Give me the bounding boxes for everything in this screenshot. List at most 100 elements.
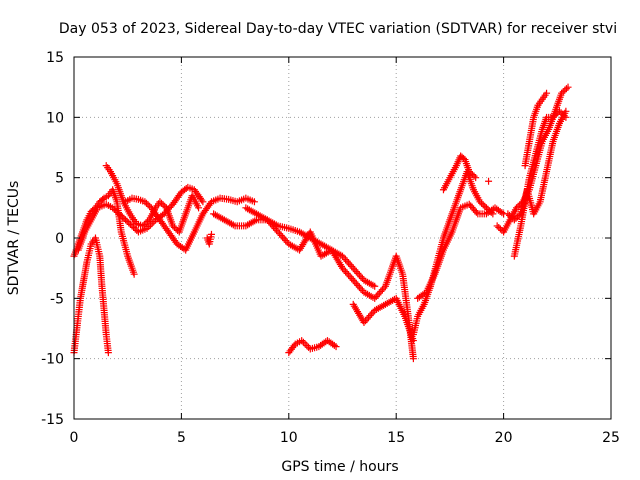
data-point <box>498 209 506 217</box>
data-point <box>269 223 277 231</box>
data-point <box>123 217 131 225</box>
data-point <box>470 172 478 180</box>
data-point <box>303 342 311 350</box>
data-point <box>159 201 167 209</box>
data-point <box>351 278 359 286</box>
data-point <box>479 201 487 209</box>
data-point <box>161 202 169 210</box>
data-point <box>117 211 125 219</box>
data-point <box>360 318 368 326</box>
data-point <box>543 89 551 97</box>
data-point <box>130 270 138 278</box>
data-point <box>349 276 357 284</box>
y-tick-label: -15 <box>41 412 64 428</box>
data-point <box>476 198 484 206</box>
series-track-r <box>485 177 493 185</box>
data-point <box>368 310 376 318</box>
data-point <box>506 211 514 219</box>
axis-ticks: 0 5 10 15 20 25 -15 -10 -5 0 5 10 15 <box>41 50 620 446</box>
data-point <box>562 85 570 93</box>
x-tick-label: 15 <box>387 430 405 446</box>
series-track-k <box>409 168 497 339</box>
data-point <box>130 223 138 231</box>
data-point <box>348 262 356 270</box>
data-point <box>332 343 340 351</box>
data-point <box>274 228 282 236</box>
series-track-q <box>521 89 551 170</box>
data-point <box>355 271 363 279</box>
series-track-m <box>439 152 480 194</box>
data-point <box>305 343 313 351</box>
data-point <box>481 202 489 210</box>
data-point <box>472 208 480 216</box>
data-point <box>268 221 276 229</box>
data-point <box>352 268 360 276</box>
data-point <box>355 283 363 291</box>
data-point <box>478 199 486 207</box>
series-track-d <box>74 183 207 254</box>
data-point <box>366 312 374 320</box>
series-track-b <box>70 234 112 357</box>
data-point <box>365 313 373 321</box>
x-tick-label: 0 <box>70 430 79 446</box>
data-point <box>467 169 475 177</box>
data-point <box>507 213 515 221</box>
x-axis-label: GPS time / hours <box>281 459 398 475</box>
data-point <box>156 198 164 206</box>
data-point <box>282 237 290 245</box>
data-point <box>115 210 123 218</box>
data-point <box>378 286 386 294</box>
data-point <box>104 349 112 357</box>
data-point <box>345 271 353 279</box>
data-point <box>143 224 151 232</box>
data-point <box>144 201 152 209</box>
data-point <box>348 275 356 283</box>
data-point <box>485 177 493 185</box>
data-point <box>346 261 354 269</box>
data-point <box>280 235 288 243</box>
data-point <box>354 281 362 289</box>
data-point <box>330 341 338 349</box>
data-point <box>504 210 512 218</box>
data-point <box>493 222 501 230</box>
data-point <box>128 222 136 230</box>
data-point <box>559 88 567 96</box>
series-track-j <box>349 294 417 345</box>
data-point <box>113 208 121 216</box>
grid <box>74 57 611 419</box>
data-point <box>146 221 154 229</box>
series-track-p <box>504 107 570 224</box>
data-point <box>374 291 382 299</box>
data-point <box>131 225 139 233</box>
data-point <box>363 315 371 323</box>
data-point <box>340 254 348 262</box>
data-point <box>558 89 566 97</box>
data-point <box>142 219 150 227</box>
data-point <box>265 218 273 226</box>
data-point <box>339 252 346 260</box>
data-point <box>299 338 307 346</box>
data-point <box>352 280 360 288</box>
data-point <box>133 226 141 234</box>
data-point <box>207 230 215 238</box>
data-point <box>271 225 279 233</box>
data-point <box>346 273 354 281</box>
data-point <box>250 198 258 206</box>
data-point <box>549 113 557 121</box>
data-point <box>349 264 357 272</box>
data-points <box>70 83 572 363</box>
x-tick-label: 5 <box>177 430 186 446</box>
data-point <box>371 294 379 302</box>
data-point <box>465 168 473 176</box>
data-point <box>342 256 350 264</box>
series-track-o <box>510 107 570 260</box>
data-point <box>339 264 346 272</box>
data-point <box>273 226 281 234</box>
data-point <box>118 213 126 221</box>
data-point <box>472 174 480 182</box>
data-point <box>172 225 180 233</box>
data-point <box>495 223 503 231</box>
data-point <box>514 202 522 210</box>
data-point <box>158 199 166 207</box>
